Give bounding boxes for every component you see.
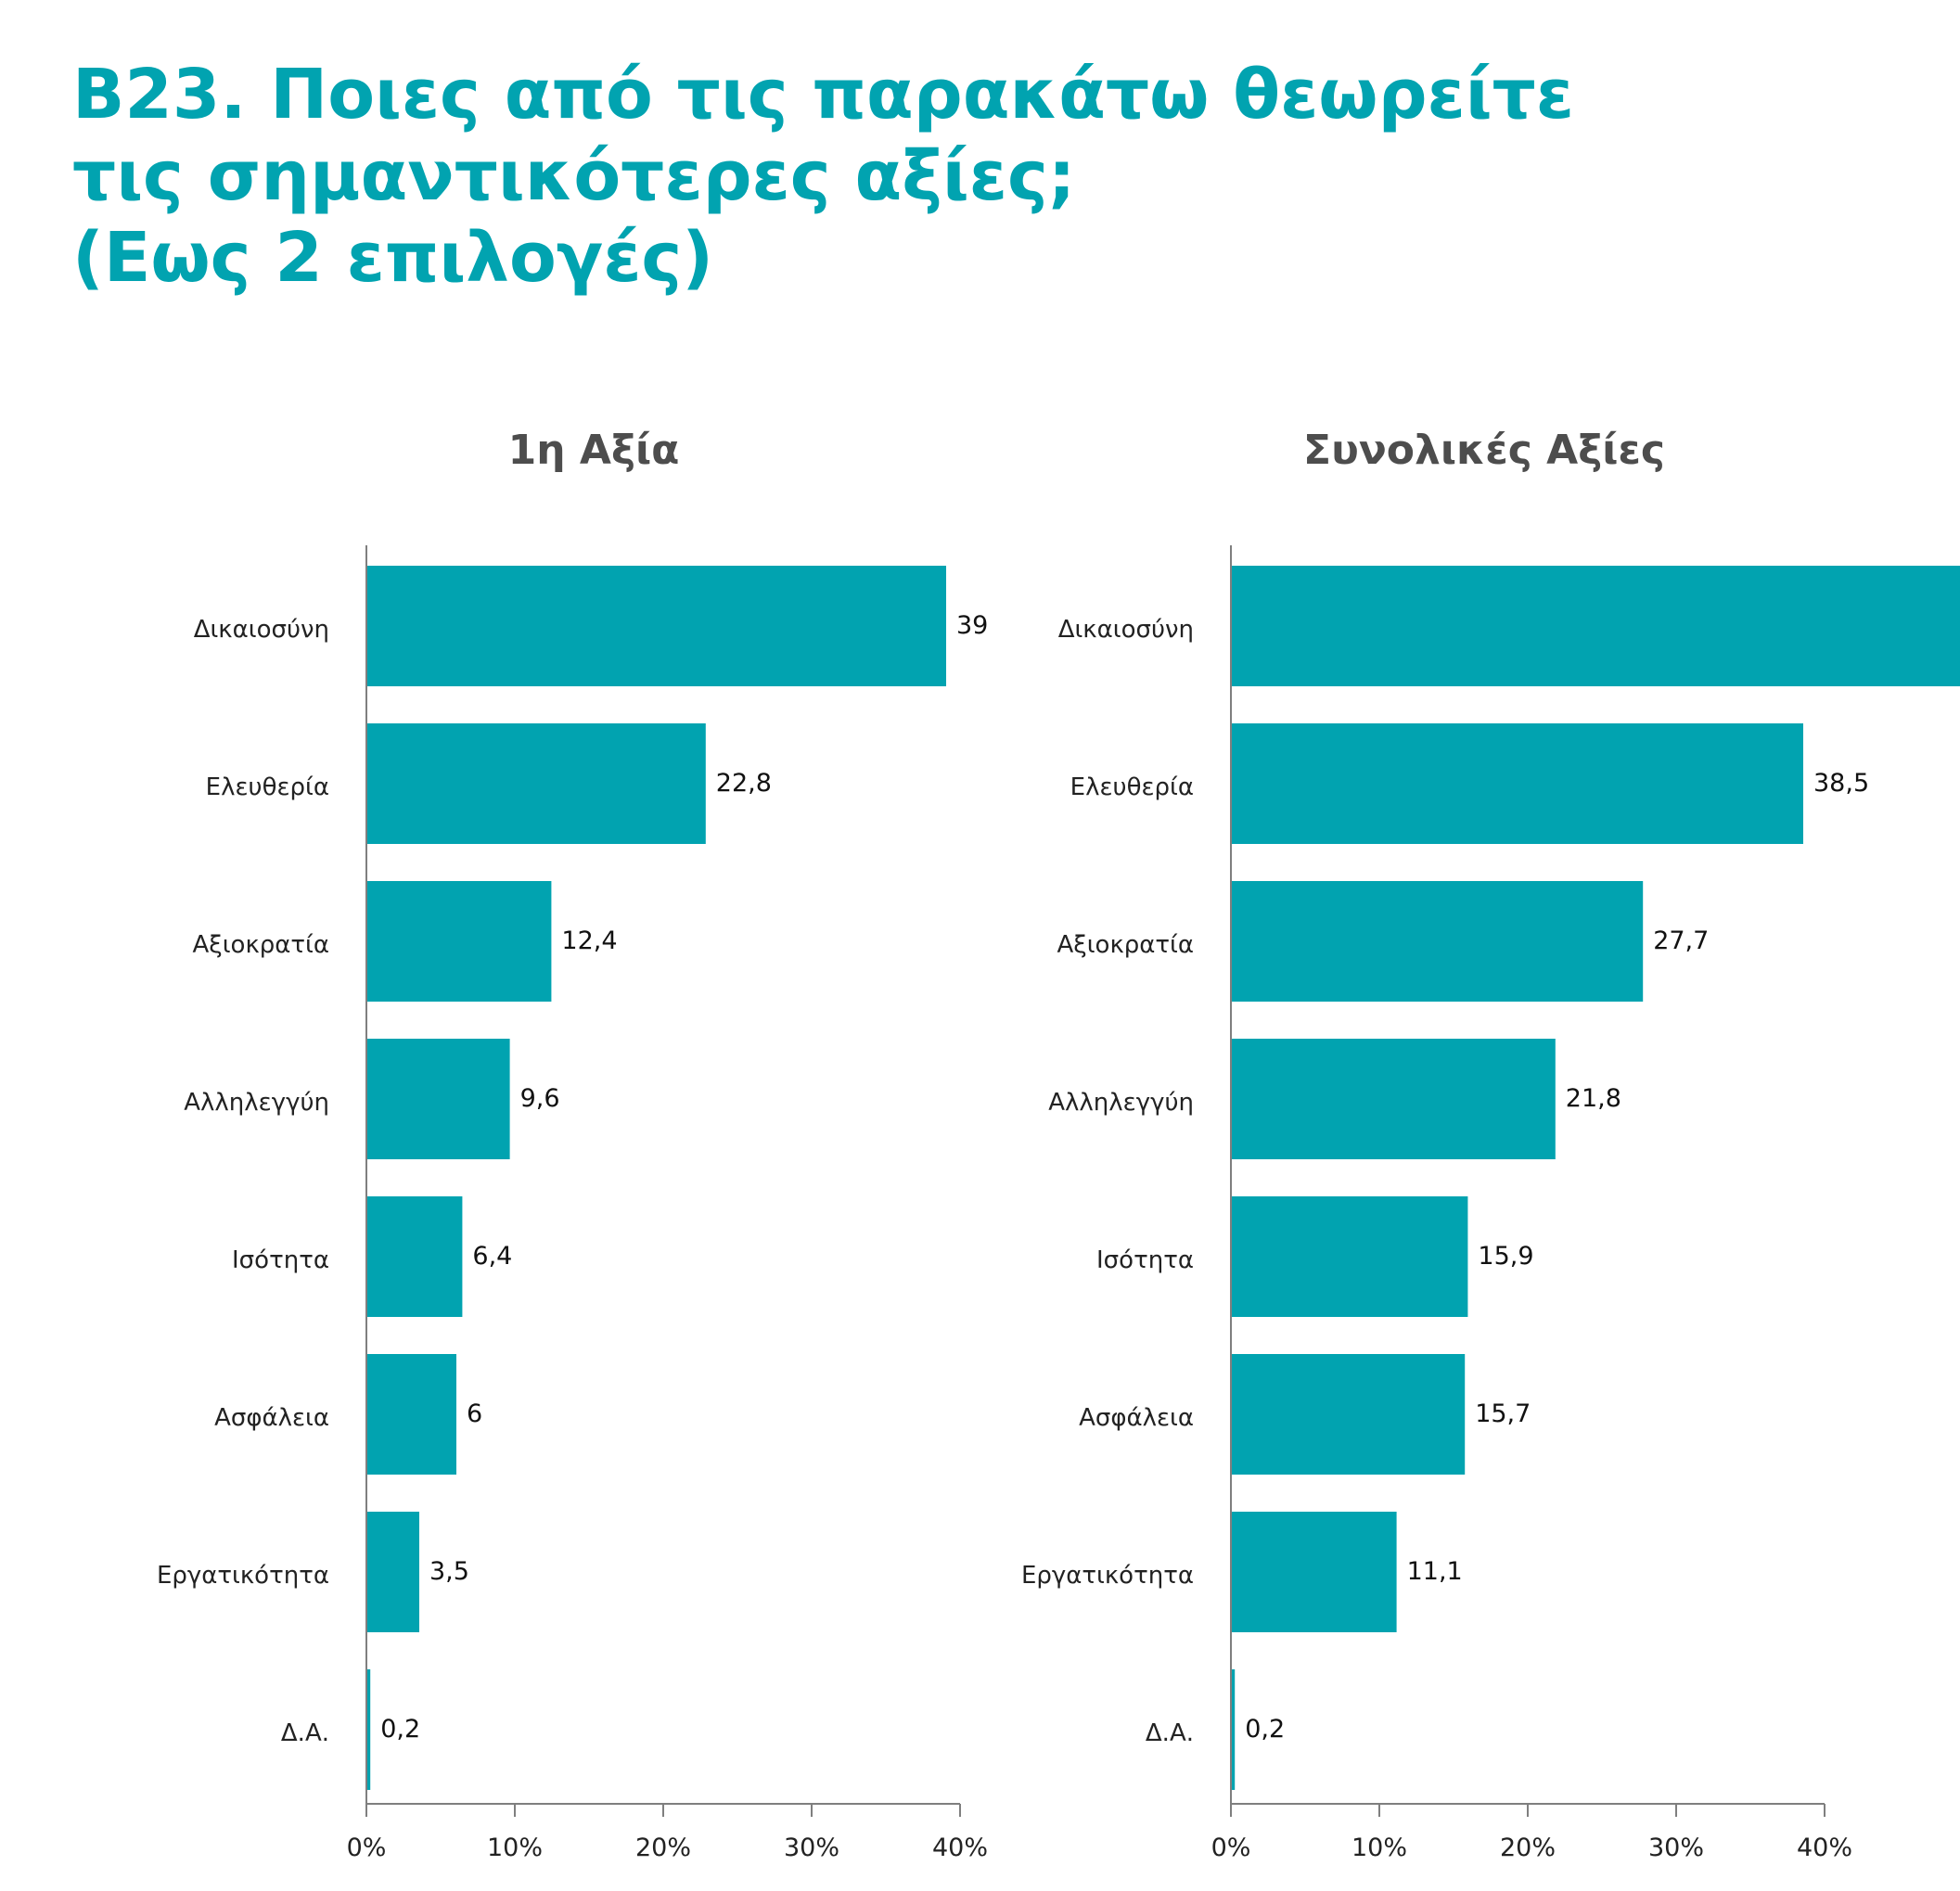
data-label: 21,8 — [1566, 1084, 1621, 1113]
x-tick-label: 40% — [932, 1834, 988, 1862]
bar-8 — [367, 1669, 371, 1790]
bar-4 — [1232, 1039, 1556, 1159]
chart-title-total-values: Συνολικές Αξίες — [1303, 427, 1665, 474]
bar-4 — [367, 1039, 510, 1159]
bar-6 — [367, 1354, 456, 1475]
page-title-line: (Εως 2 επιλογές) — [72, 218, 714, 298]
page-title: Β23. Ποιες από τις παρακάτω θεωρείτε τις… — [72, 54, 1574, 299]
chart-title-first-value: 1η Αξία — [507, 427, 680, 474]
category-label: Δικαιοσύνη — [1058, 616, 1194, 644]
data-label: 38,5 — [1813, 769, 1869, 798]
bar-5 — [1232, 1196, 1468, 1317]
bar-3 — [1232, 881, 1644, 1002]
category-label: Αξιοκρατία — [1057, 931, 1194, 959]
data-label: 27,7 — [1653, 926, 1709, 955]
x-tick-label: 30% — [1648, 1834, 1704, 1862]
bar-2 — [367, 723, 706, 844]
data-label: 11,1 — [1407, 1557, 1463, 1586]
bar-7 — [1232, 1512, 1397, 1632]
category-label: Ασφάλεια — [214, 1404, 329, 1432]
category-label: Ασφάλεια — [1079, 1404, 1194, 1432]
category-label: Ελευθερία — [1070, 773, 1194, 801]
category-label: Δ.Α. — [281, 1719, 329, 1747]
data-label: 15,9 — [1478, 1242, 1533, 1271]
x-tick-label: 20% — [635, 1834, 691, 1862]
data-label: 15,7 — [1475, 1399, 1531, 1428]
category-label: Ισότητα — [1096, 1246, 1194, 1274]
data-label: 6,4 — [472, 1242, 512, 1271]
data-label: 22,8 — [716, 769, 772, 798]
category-label: Αλληλεγγύη — [1048, 1089, 1194, 1117]
category-label: Ελευθερία — [206, 773, 329, 801]
x-tick-label: 10% — [1352, 1834, 1407, 1862]
data-label: 39 — [956, 611, 988, 640]
bar-7 — [367, 1512, 419, 1632]
bar-6 — [1232, 1354, 1466, 1475]
category-label: Δικαιοσύνη — [194, 616, 329, 644]
bar-3 — [367, 881, 552, 1002]
x-tick-label: 10% — [487, 1834, 543, 1862]
x-tick-label: 40% — [1797, 1834, 1852, 1862]
category-label: Δ.Α. — [1146, 1719, 1194, 1747]
category-label: Αξιοκρατία — [192, 931, 329, 959]
bar-2 — [1232, 723, 1803, 844]
bar-5 — [367, 1196, 463, 1317]
data-label: 0,2 — [1245, 1715, 1285, 1744]
data-label: 12,4 — [561, 926, 617, 955]
x-tick-label: 0% — [1211, 1834, 1251, 1862]
bar-1 — [1232, 566, 1960, 686]
data-label: 0,2 — [380, 1715, 420, 1744]
x-tick-label: 0% — [347, 1834, 387, 1862]
data-label: 3,5 — [429, 1557, 469, 1586]
x-tick-label: 20% — [1500, 1834, 1556, 1862]
bar-1 — [367, 566, 946, 686]
category-label: Ισότητα — [232, 1246, 329, 1274]
data-label: 9,6 — [520, 1084, 560, 1113]
page-title-line: τις σημαντικότερες αξίες; — [72, 136, 1076, 216]
bar-8 — [1232, 1669, 1236, 1790]
data-label: 6 — [467, 1399, 482, 1428]
category-label: Εργατικότητα — [1021, 1562, 1194, 1590]
x-tick-label: 30% — [784, 1834, 839, 1862]
page-title-line: Β23. Ποιες από τις παρακάτω θεωρείτε — [72, 55, 1575, 134]
category-label: Αλληλεγγύη — [184, 1089, 329, 1117]
category-label: Εργατικότητα — [157, 1562, 329, 1590]
